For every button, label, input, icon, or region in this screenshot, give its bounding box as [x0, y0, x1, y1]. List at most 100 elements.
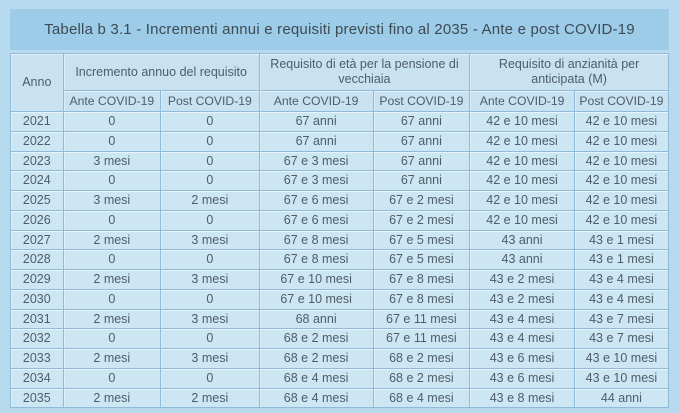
year-cell: 2023 [10, 150, 64, 172]
table-row: 2025 3 mesi 2 mesi 67 e 6 mesi 67 e 2 mesi 42… [10, 190, 670, 211]
subheader-incremento-post: Post COVID-19 [160, 90, 260, 112]
value-cell: 43 e 7 mesi [573, 308, 670, 330]
value-cell: 67 e 3 mesi [258, 150, 374, 172]
value-cell: 43 e 1 mesi [573, 249, 670, 270]
value-cell: 0 [62, 209, 162, 231]
subheader-incremento-ante: Ante COVID-19 [62, 90, 162, 112]
column-header-anno: Anno [10, 53, 64, 112]
value-cell: 0 [160, 288, 260, 310]
value-cell: 68 e 2 mesi [372, 348, 471, 369]
value-cell: 67 anni [372, 130, 471, 152]
value-cell: 43 anni [469, 249, 575, 270]
value-cell: 2 mesi [62, 348, 162, 369]
subheader-anticipata-post: Post COVID-19 [573, 90, 670, 112]
value-cell: 3 mesi [160, 269, 260, 290]
value-cell: 0 [160, 328, 260, 349]
value-cell: 43 anni [469, 229, 575, 251]
value-cell: 67 e 5 mesi [372, 249, 471, 270]
value-cell: 3 mesi [160, 229, 260, 251]
table-row: 2027 2 mesi 3 mesi 67 e 8 mesi 67 e 5 mesi 43… [10, 229, 670, 251]
value-cell: 67 e 8 mesi [258, 229, 374, 251]
value-cell: 3 mesi [160, 348, 260, 369]
value-cell: 43 e 2 mesi [469, 288, 575, 310]
column-group-vecchiaia: Requisito di età per la pensione di vecc… [258, 53, 471, 91]
value-cell: 43 e 4 mesi [469, 328, 575, 349]
value-cell: 67 e 11 mesi [372, 308, 471, 330]
value-cell: 0 [160, 150, 260, 172]
sub-header-row: Ante COVID-19 Post COVID-19 Ante COVID-1… [11, 90, 670, 112]
table-row: 2034 0 0 68 e 4 mesi 68 e 2 mesi 43 e 6 mesi 4… [10, 367, 670, 389]
value-cell: 43 e 4 mesi [573, 269, 670, 290]
value-cell: 2 mesi [62, 308, 162, 330]
value-cell: 68 e 4 mesi [372, 387, 471, 409]
value-cell: 67 e 10 mesi [258, 288, 374, 310]
value-cell: 43 e 4 mesi [469, 308, 575, 330]
value-cell: 0 [62, 111, 162, 132]
value-cell: 2 mesi [160, 387, 260, 409]
value-cell: 42 e 10 mesi [573, 190, 670, 211]
value-cell: 42 e 10 mesi [573, 209, 670, 231]
value-cell: 68 e 2 mesi [258, 328, 374, 349]
value-cell: 43 e 6 mesi [469, 348, 575, 369]
value-cell: 67 anni [372, 150, 471, 172]
value-cell: 43 e 8 mesi [469, 387, 575, 409]
table-row: 2022 0 0 67 anni 67 anni 42 e 10 mesi 42 e 10 … [10, 130, 670, 152]
table-row: 2021 0 0 67 anni 67 anni 42 e 10 mesi 42 e 10 … [10, 111, 670, 132]
value-cell: 0 [160, 249, 260, 270]
value-cell: 0 [62, 367, 162, 389]
value-cell: 67 e 2 mesi [372, 190, 471, 211]
column-group-anticipata: Requisito di anzianità per anticipata (M… [469, 53, 669, 91]
value-cell: 0 [62, 328, 162, 349]
value-cell: 43 e 6 mesi [469, 367, 575, 389]
year-cell: 2026 [10, 209, 64, 231]
value-cell: 68 anni [258, 308, 374, 330]
table-header: Anno Incremento annuo del requisito Requ… [10, 53, 670, 112]
value-cell: 43 e 7 mesi [573, 328, 670, 349]
value-cell: 43 e 1 mesi [573, 229, 670, 251]
year-cell: 2030 [10, 288, 64, 310]
value-cell: 42 e 10 mesi [469, 150, 575, 172]
value-cell: 67 anni [372, 111, 471, 132]
value-cell: 42 e 10 mesi [573, 130, 670, 152]
year-cell: 2022 [10, 130, 64, 152]
column-group-incremento: Incremento annuo del requisito [62, 53, 260, 91]
value-cell: 0 [62, 130, 162, 152]
value-cell: 2 mesi [62, 269, 162, 290]
table-body: 2021 0 0 67 anni 67 anni 42 e 10 mesi 42 e 10 … [10, 111, 670, 409]
value-cell: 42 e 10 mesi [573, 111, 670, 132]
subheader-vecchiaia-post: Post COVID-19 [372, 90, 471, 112]
table-row: 2032 0 0 68 e 2 mesi 67 e 11 mesi 43 e 4 mesi… [10, 328, 670, 349]
table-row: 2026 0 0 67 e 6 mesi 67 e 2 mesi 42 e 10 mesi… [10, 209, 670, 231]
value-cell: 67 anni [258, 111, 374, 132]
year-cell: 2025 [10, 190, 64, 211]
value-cell: 42 e 10 mesi [469, 209, 575, 231]
table-row: 2029 2 mesi 3 mesi 67 e 10 mesi 67 e 8 mesi 4… [10, 269, 670, 290]
value-cell: 67 e 2 mesi [372, 209, 471, 231]
value-cell: 0 [62, 249, 162, 270]
value-cell: 67 e 8 mesi [258, 249, 374, 270]
year-cell: 2028 [10, 249, 64, 270]
value-cell: 42 e 10 mesi [573, 150, 670, 172]
table-title: Tabella b 3.1 - Incrementi annui e requi… [10, 9, 669, 50]
value-cell: 3 mesi [62, 150, 162, 172]
group-header-row: Anno Incremento annuo del requisito Requ… [10, 53, 669, 112]
table-row: 2035 2 mesi 2 mesi 68 e 4 mesi 68 e 4 mesi 43… [10, 387, 670, 409]
value-cell: 44 anni [573, 387, 670, 409]
year-cell: 2021 [10, 111, 64, 132]
year-cell: 2032 [10, 328, 64, 349]
subheader-anticipata-ante: Ante COVID-19 [469, 90, 575, 112]
subheader-vecchiaia-ante: Ante COVID-19 [258, 90, 374, 112]
value-cell: 0 [160, 130, 260, 152]
table-row: 2023 3 mesi 0 67 e 3 mesi 67 anni 42 e 10 mes… [10, 150, 670, 172]
year-cell: 2033 [10, 348, 64, 369]
value-cell: 68 e 4 mesi [258, 387, 374, 409]
year-cell: 2035 [10, 387, 64, 409]
value-cell: 3 mesi [160, 308, 260, 330]
table-row: 2033 2 mesi 3 mesi 68 e 2 mesi 68 e 2 mesi 43… [10, 348, 670, 369]
value-cell: 67 e 5 mesi [372, 229, 471, 251]
value-cell: 42 e 10 mesi [573, 170, 670, 191]
table-row: 2024 0 0 67 e 3 mesi 67 anni 42 e 10 mesi 42 e… [10, 170, 670, 191]
value-cell: 2 mesi [62, 229, 162, 251]
value-cell: 2 mesi [160, 190, 260, 211]
